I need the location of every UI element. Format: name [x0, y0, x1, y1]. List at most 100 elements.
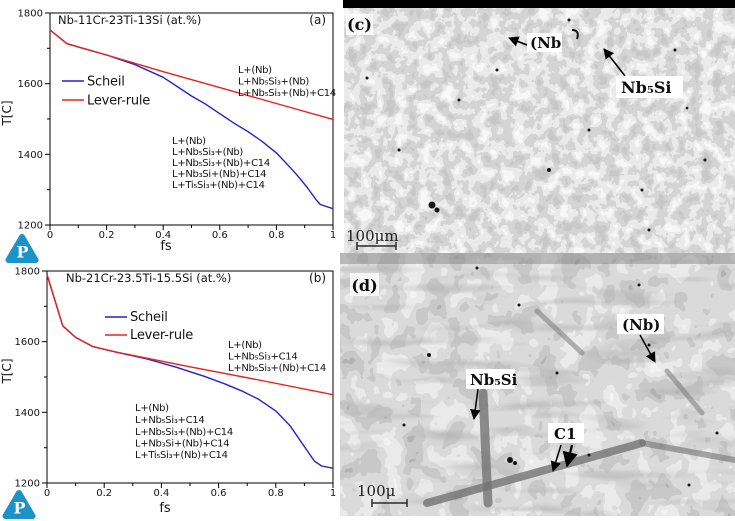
- annotation-line: L+Nb₅Si₃+(Nb): [172, 147, 243, 158]
- legend: Scheil Lever-rule: [62, 75, 151, 109]
- annotation-line: L+(Nb): [238, 65, 272, 76]
- lever-rule-curve: [49, 29, 334, 121]
- scale-bar: 100μm: [346, 227, 399, 250]
- phase-annotations-blue: L+(Nb) L+Nb₅Si₃+C14 L+Nb₅Si₃+(Nb)+C14 L+…: [135, 403, 233, 461]
- phase-label-c1: C1: [548, 423, 584, 473]
- y-axis-label: T[C]: [0, 358, 14, 384]
- legend-label-lever-rule: Lever-rule: [87, 94, 150, 109]
- annotation-line: L+Ti₅Si₃+(Nb)+C14: [172, 180, 265, 191]
- phase-label: Nb₅Si: [621, 78, 671, 97]
- annotation-line: L+Nb₅Si₃+(Nb)+C14: [135, 427, 233, 438]
- dark-squiggle: [571, 29, 579, 40]
- plot-frame: [49, 12, 334, 226]
- phase-label: Nb₅Si: [470, 371, 518, 389]
- phase-annotations-blue: L+(Nb) L+Nb₅Si₃+(Nb) L+Nb₅Si₃+(Nb)+C14 L…: [172, 136, 270, 191]
- panel-label: (a): [309, 13, 326, 27]
- axis-tick-labels: 0 0.2 0.4 0.6 0.8 1 1800 1600 1400 1200: [15, 267, 337, 500]
- x-tick-label: 0: [47, 230, 53, 241]
- annotation-line: L+(Nb): [172, 136, 206, 147]
- panel-label: (d): [351, 276, 377, 295]
- y-tick-label: 1200: [15, 479, 40, 490]
- phase-label-nb5si: Nb₅Si: [603, 48, 683, 98]
- annotation-line: L+Nb₅Si₃+(Nb)+C14: [172, 158, 270, 169]
- annotation-arrow: [562, 444, 578, 468]
- x-tick-label: 1: [330, 488, 336, 499]
- annotation-line: L+Ti₅Si₃+(Nb)+C14: [135, 450, 228, 461]
- panel-label: (c): [347, 15, 372, 34]
- chart-title: Nb-21Cr-23.5Ti-15.5Si (at.%): [66, 271, 231, 285]
- y-tick-label: 1200: [18, 221, 43, 232]
- x-tick-label: 0.4: [153, 488, 169, 499]
- y-tick-label: 1400: [18, 150, 43, 161]
- y-tick-label: 1800: [15, 267, 40, 278]
- publisher-logo: P: [5, 234, 39, 263]
- phase-annotations-red: L+(Nb) L+Nb₅Si₃+C14 L+Nb₅Si₃+(Nb)+C14: [228, 340, 326, 374]
- panel-label-box: (c): [346, 14, 373, 35]
- logo-letter: P: [16, 243, 28, 262]
- annotation-arrow: [639, 334, 656, 363]
- legend: Scheil Lever-rule: [105, 310, 194, 343]
- annotation-line: L+Nb₃Si+(Nb)+C14: [172, 169, 266, 180]
- axis-tick-labels: 0 0.2 0.4 0.6 0.8 1 1800 1600 1400 1200: [18, 9, 337, 242]
- lever-rule-curve: [46, 274, 334, 396]
- phase-label: (Nb): [622, 316, 660, 334]
- logo-triangle: [5, 234, 39, 263]
- x-tick-label: 0: [44, 488, 50, 499]
- legend-label-lever-rule: Lever-rule: [130, 328, 193, 343]
- phase-label: (Nb: [530, 34, 561, 52]
- seam-band: [340, 253, 735, 264]
- micrograph-c: (c) (Nb Nb₅Si 100μm: [344, 8, 735, 253]
- phase-label-background: [527, 33, 562, 52]
- x-axis-label: fs: [159, 501, 171, 516]
- annotation-arrow: [550, 444, 562, 473]
- chart-title: Nb-11Cr-23Ti-13Si (at.%): [58, 13, 201, 27]
- micrograph-d: (d) (Nb) Nb₅Si C1 100μ: [340, 253, 735, 516]
- panel-label: (b): [309, 271, 326, 285]
- x-tick-label: 0.2: [99, 230, 115, 241]
- x-tick-label: 0.8: [268, 230, 284, 241]
- annotation-arrow: [508, 36, 528, 47]
- y-axis-label: T[C]: [0, 100, 14, 126]
- publisher-logo: P: [2, 490, 36, 519]
- annotation-line: L+Nb₅Si₃+(Nb)+C14: [238, 88, 336, 99]
- x-tick-label: 0.8: [268, 488, 284, 499]
- y-tick-label: 1800: [18, 9, 43, 20]
- phase-label-background: [548, 423, 584, 443]
- annotation-line: L+(Nb): [228, 340, 262, 351]
- panel-label-background: [346, 14, 373, 35]
- y-tick-label: 1600: [18, 79, 43, 90]
- x-tick-label: 1: [330, 230, 336, 241]
- annotation-line: L+Nb₅Si₃+(Nb): [238, 77, 309, 88]
- x-tick-label: 0.6: [211, 488, 227, 499]
- annotation-line: L+(Nb): [135, 403, 169, 414]
- y-tick-label: 1400: [15, 408, 40, 419]
- tick-marks: [45, 12, 334, 230]
- panel-label-background: [350, 273, 379, 296]
- phase-annotations-red: L+(Nb) L+Nb₅Si₃+(Nb) L+Nb₅Si₃+(Nb)+C14: [238, 65, 336, 99]
- black-specks: [402, 266, 719, 487]
- phase-label-nb5si: Nb₅Si: [466, 369, 518, 421]
- scale-bar-label: 100μ: [357, 482, 396, 500]
- annotation-line: L+Nb₅Si₃+(Nb)+C14: [228, 363, 326, 374]
- phase-label-background: [616, 76, 683, 98]
- dark-laths: [423, 308, 735, 508]
- chart-panel-b: 0 0.2 0.4 0.6 0.8 1 1800 1600 1400 1200 …: [0, 258, 337, 516]
- annotation-arrow: [603, 48, 626, 77]
- x-tick-label: 0.6: [212, 230, 228, 241]
- phase-label-background: [466, 369, 515, 389]
- phase-label-nb: (Nb): [617, 314, 664, 363]
- y-tick-label: 1600: [15, 337, 40, 348]
- scale-bar-label: 100μm: [346, 227, 399, 245]
- panel-label-box: (d): [350, 273, 379, 296]
- black-specks: [365, 18, 707, 232]
- legend-label-scheil: Scheil: [130, 310, 168, 325]
- phase-label: C1: [554, 425, 576, 443]
- top-black-bar: [343, 0, 735, 8]
- chart-panel-a: 0 0.2 0.4 0.6 0.8 1 1800 1600 1400 1200 …: [0, 0, 337, 258]
- legend-label-scheil: Scheil: [87, 75, 125, 90]
- annotation-line: L+Nb₅Si₃+C14: [135, 415, 204, 426]
- annotation-arrow: [470, 388, 481, 421]
- annotation-line: L+Nb₃Si+(Nb)+C14: [135, 439, 229, 450]
- annotation-line: L+Nb₅Si₃+C14: [228, 352, 297, 363]
- micrograph-column: (c) (Nb Nb₅Si 100μm: [337, 0, 735, 516]
